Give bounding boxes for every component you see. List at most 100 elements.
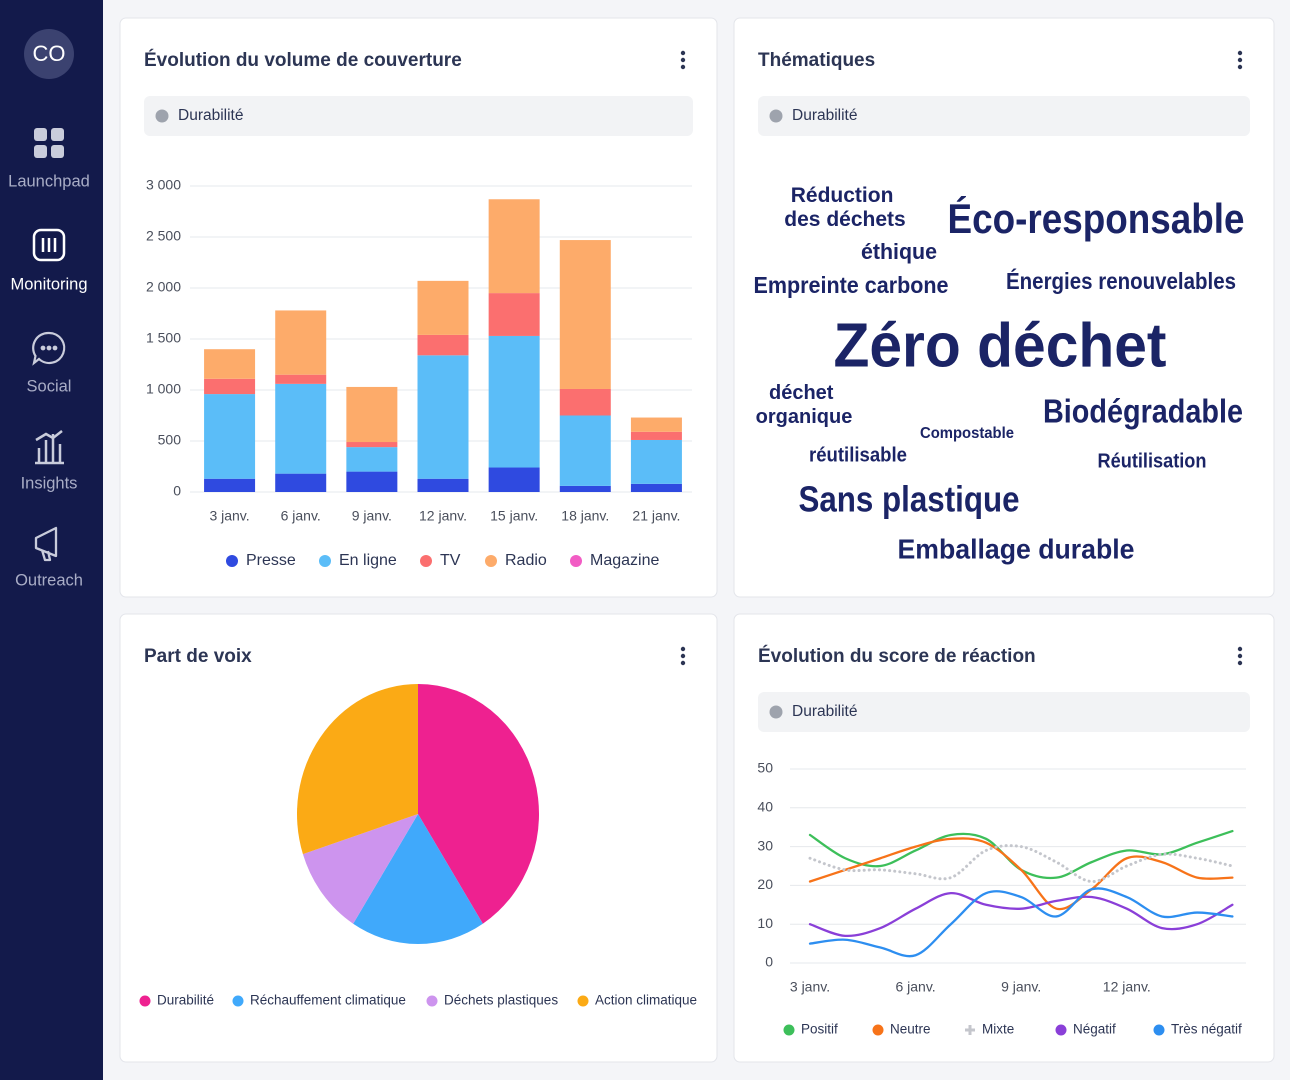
social-icon[interactable] — [32, 331, 66, 366]
menu-dot — [680, 653, 686, 659]
nav-label[interactable]: Social — [27, 377, 72, 395]
menu-dot — [1237, 50, 1243, 56]
avatar[interactable] — [24, 29, 74, 79]
x-tick-label: 6 janv. — [281, 508, 321, 524]
bar-segment — [488, 293, 540, 336]
legend-label[interactable]: Déchets plastiques — [444, 993, 558, 1008]
word: réutilisable — [809, 444, 907, 466]
filter-chip[interactable] — [144, 96, 693, 136]
word-line: déchet — [769, 382, 839, 404]
bar-segment — [559, 415, 611, 486]
bar-segment — [630, 417, 682, 432]
filter-chip[interactable] — [758, 96, 1250, 136]
word: Réduction des déchets — [784, 184, 905, 231]
legend-marker — [485, 555, 497, 567]
bar-segment — [275, 310, 327, 375]
y-tick-label: 1 000 — [146, 381, 181, 397]
avatar-initials: CO — [33, 41, 66, 66]
menu-button[interactable] — [1237, 50, 1243, 70]
menu-dot — [680, 57, 686, 63]
x-tick-label: 9 janv. — [1001, 979, 1041, 995]
word: Emballage durable — [898, 533, 1135, 564]
legend-label[interactable]: Durabilité — [157, 993, 214, 1008]
menu-button[interactable] — [680, 646, 686, 666]
x-tick-label: 15 janv. — [490, 508, 538, 524]
line-series — [808, 844, 1234, 884]
y-tick-label: 50 — [757, 760, 773, 776]
nav-label[interactable]: Launchpad — [8, 172, 90, 190]
y-tick-label: 40 — [757, 799, 773, 815]
launchpad-icon[interactable] — [34, 128, 64, 158]
legend-label[interactable]: Presse — [246, 552, 296, 569]
pie-slice — [353, 814, 483, 945]
bar-segment — [417, 280, 469, 335]
bar-segment — [204, 394, 256, 479]
x-tick-label: 3 janv. — [209, 508, 249, 524]
sidebar — [0, 0, 103, 1080]
bar-segment — [417, 478, 469, 492]
card — [733, 17, 1275, 598]
legend-marker — [783, 1024, 795, 1036]
x-tick-label: 12 janv. — [419, 508, 467, 524]
word: Réutilisation — [1098, 450, 1207, 472]
legend-label[interactable]: En ligne — [339, 552, 397, 569]
outreach-icon[interactable] — [34, 526, 58, 562]
legend-label[interactable]: Action climatique — [595, 993, 697, 1008]
legend-marker — [420, 555, 432, 567]
menu-dot — [680, 660, 686, 666]
legend-label[interactable]: Négatif — [1073, 1022, 1116, 1037]
card-title: Thématiques — [758, 50, 875, 71]
y-tick-label: 500 — [158, 432, 182, 448]
bar-segment — [275, 383, 327, 474]
legend-marker — [577, 995, 589, 1007]
legend-label[interactable]: Très négatif — [1171, 1022, 1242, 1037]
legend-label[interactable]: Mixte — [982, 1022, 1014, 1037]
bar-segment — [559, 485, 611, 492]
bar-segment — [559, 388, 611, 416]
legend-marker — [965, 1025, 975, 1035]
legend-label[interactable]: Radio — [505, 552, 547, 569]
bar-segment — [346, 386, 398, 443]
word: Zéro déchet — [834, 311, 1167, 380]
nav-label[interactable]: Insights — [21, 474, 78, 492]
legend-marker — [1153, 1024, 1165, 1036]
filter-chip[interactable] — [758, 692, 1250, 732]
word: Éco-responsable — [948, 195, 1245, 242]
legend-label[interactable]: TV — [440, 552, 461, 569]
legend-label[interactable]: Magazine — [590, 552, 659, 569]
legend-marker — [570, 555, 582, 567]
nav-label[interactable]: Outreach — [15, 571, 83, 589]
legend-label[interactable]: Neutre — [890, 1022, 931, 1037]
nav-label[interactable]: Monitoring — [10, 275, 87, 293]
bar-segment — [346, 447, 398, 472]
legend-label[interactable]: Réchauffement climatique — [250, 993, 406, 1008]
card-title: Évolution du volume de couverture — [144, 49, 462, 71]
monitoring-icon[interactable] — [32, 228, 66, 262]
y-tick-label: 3 000 — [146, 177, 181, 193]
card-title: Part de voix — [144, 646, 252, 667]
bar-segment — [204, 349, 256, 379]
legend-marker — [319, 555, 331, 567]
word: Empreinte carbone — [754, 272, 949, 298]
y-tick-label: 1 500 — [146, 330, 181, 346]
legend-label[interactable]: Positif — [801, 1022, 838, 1037]
bar-segment — [275, 473, 327, 492]
bar-segment — [630, 431, 682, 440]
x-tick-label: 6 janv. — [895, 979, 935, 995]
menu-dot — [1237, 57, 1243, 63]
legend-marker — [872, 1024, 884, 1036]
insights-icon[interactable] — [35, 430, 64, 465]
y-tick-label: 2 500 — [146, 228, 181, 244]
menu-button[interactable] — [680, 50, 686, 70]
filter-label: Durabilité — [178, 107, 243, 124]
legend-marker — [139, 995, 151, 1007]
menu-button[interactable] — [1237, 646, 1243, 666]
menu-dot — [1237, 653, 1243, 659]
bar-segment — [630, 483, 682, 492]
menu-dot — [680, 646, 686, 652]
filter-dot — [769, 109, 783, 123]
menu-dot — [680, 50, 686, 56]
word: éthique — [861, 239, 937, 264]
